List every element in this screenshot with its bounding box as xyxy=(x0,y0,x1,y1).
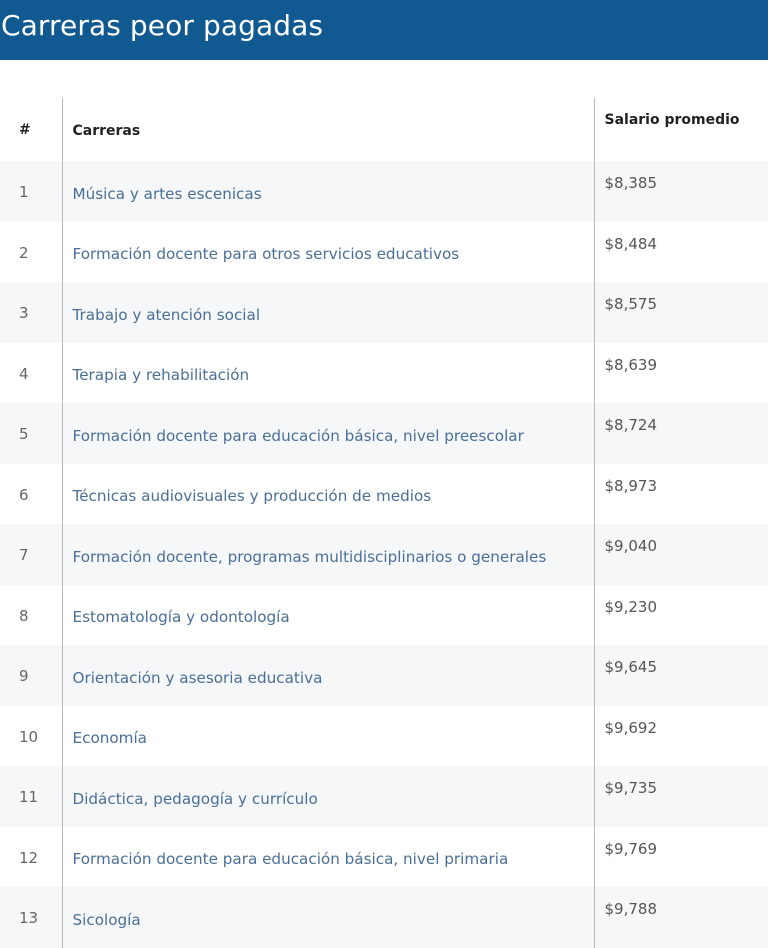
row-number: 5 xyxy=(0,403,62,464)
career-link[interactable]: Economía xyxy=(61,705,594,766)
salary-value: $9,769 xyxy=(593,826,768,887)
row-number: 6 xyxy=(0,463,62,524)
salary-table: # Carreras Salario promedio 1 Música y a… xyxy=(0,98,768,948)
salary-value: $9,788 xyxy=(593,887,768,948)
career-link[interactable]: Sicología xyxy=(61,887,594,948)
table-row: 11 Didáctica, pedagogía y currículo $9,7… xyxy=(0,766,768,827)
table-row: 9 Orientación y asesoria educativa $9,64… xyxy=(0,645,768,706)
table-row: 6 Técnicas audiovisuales y producción de… xyxy=(0,463,768,524)
salary-value: $9,040 xyxy=(593,524,768,585)
table-row: 4 Terapia y rehabilitación $8,639 xyxy=(0,342,768,403)
table-row: 13 Sicología $9,788 xyxy=(0,887,768,948)
row-number: 7 xyxy=(0,524,62,585)
career-link[interactable]: Formación docente para otros servicios e… xyxy=(61,221,594,282)
salary-value: $8,484 xyxy=(593,221,768,282)
table-body: 1 Música y artes escenicas $8,385 2 Form… xyxy=(0,161,768,948)
table-row: 5 Formación docente para educación básic… xyxy=(0,403,768,464)
career-link[interactable]: Trabajo y atención social xyxy=(61,282,594,343)
table-header-row: # Carreras Salario promedio xyxy=(0,98,768,161)
career-link[interactable]: Música y artes escenicas xyxy=(61,161,594,222)
salary-table-container: # Carreras Salario promedio 1 Música y a… xyxy=(0,98,768,948)
table-row: 2 Formación docente para otros servicios… xyxy=(0,221,768,282)
career-link[interactable]: Estomatología y odontología xyxy=(61,584,594,645)
table-row: 12 Formación docente para educación bási… xyxy=(0,826,768,887)
table-row: 1 Música y artes escenicas $8,385 xyxy=(0,161,768,222)
salary-value: $9,645 xyxy=(593,645,768,706)
career-link[interactable]: Formación docente para educación básica,… xyxy=(61,826,594,887)
salary-value: $9,230 xyxy=(593,584,768,645)
salary-value: $8,973 xyxy=(593,463,768,524)
career-link[interactable]: Formación docente para educación básica,… xyxy=(61,403,594,464)
row-number: 12 xyxy=(0,826,62,887)
table-row: 3 Trabajo y atención social $8,575 xyxy=(0,282,768,343)
row-number: 13 xyxy=(0,887,62,948)
salary-value: $8,724 xyxy=(593,403,768,464)
career-link[interactable]: Orientación y asesoria educativa xyxy=(61,645,594,706)
table-row: 8 Estomatología y odontología $9,230 xyxy=(0,584,768,645)
row-number: 1 xyxy=(0,161,62,222)
page-header: Carreras peor pagadas xyxy=(0,0,768,60)
row-number: 3 xyxy=(0,282,62,343)
salary-value: $8,575 xyxy=(593,282,768,343)
row-number: 9 xyxy=(0,645,62,706)
salary-value: $9,692 xyxy=(593,705,768,766)
page-title: Carreras peor pagadas xyxy=(1,9,324,42)
column-header-career: Carreras xyxy=(61,98,594,161)
table-row: 7 Formación docente, programas multidisc… xyxy=(0,524,768,585)
row-number: 8 xyxy=(0,584,62,645)
career-link[interactable]: Terapia y rehabilitación xyxy=(61,342,594,403)
salary-value: $8,639 xyxy=(593,342,768,403)
column-header-salary: Salario promedio xyxy=(593,98,768,161)
row-number: 4 xyxy=(0,342,62,403)
row-number: 10 xyxy=(0,705,62,766)
column-header-number: # xyxy=(19,121,31,138)
career-link[interactable]: Formación docente, programas multidiscip… xyxy=(61,524,594,585)
career-link[interactable]: Técnicas audiovisuales y producción de m… xyxy=(61,463,594,524)
career-link[interactable]: Didáctica, pedagogía y currículo xyxy=(61,766,594,827)
salary-value: $9,735 xyxy=(593,766,768,827)
row-number: 11 xyxy=(0,766,62,827)
salary-value: $8,385 xyxy=(593,161,768,222)
table-row: 10 Economía $9,692 xyxy=(0,705,768,766)
row-number: 2 xyxy=(0,221,62,282)
